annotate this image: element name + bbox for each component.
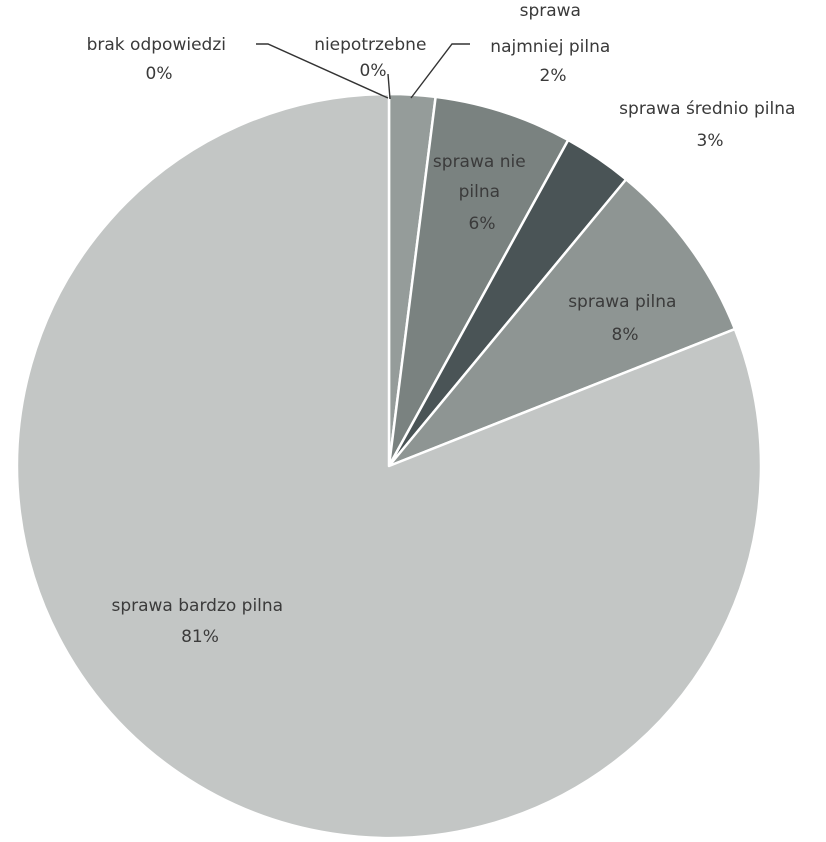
label-srednio-pilna-pct: 3% <box>697 131 724 151</box>
label-srednio-pilna-name: sprawa średnio pilna <box>619 99 795 119</box>
leader-line-brak-odpowiedzi <box>256 43 389 99</box>
label-brak-odpowiedzi-name: brak odpowiedzi <box>87 35 226 55</box>
label-najmniej-pilna-name1: sprawa <box>520 1 581 21</box>
leader-line-najmniej-pilna <box>410 43 470 99</box>
label-nie-pilna-pct: 6% <box>469 214 496 234</box>
pie-slices <box>15 92 763 840</box>
label-bardzo-pilna-name: sprawa bardzo pilna <box>111 596 283 616</box>
label-niepotrzebne-pct: 0% <box>360 61 387 81</box>
label-niepotrzebne-name: niepotrzebne <box>314 35 426 55</box>
pie-slice-sprawa-pilna <box>387 178 737 468</box>
pie-slice-sprawa-bardzo-pilna <box>15 92 763 840</box>
label-pilna-name: sprawa pilna <box>568 292 676 312</box>
label-bardzo-pilna: sprawa bardzo pilna 81% <box>111 596 288 647</box>
label-pilna-pct: 8% <box>612 325 639 345</box>
label-najmniej-pilna-name2: najmniej pilna <box>490 37 610 57</box>
pie-slice-sprawa-nie-pilna <box>387 95 570 468</box>
label-bardzo-pilna-pct: 81% <box>181 627 219 647</box>
label-brak-odpowiedzi: brak odpowiedzi 0% <box>87 35 232 84</box>
label-brak-odpowiedzi-pct: 0% <box>146 64 173 84</box>
label-najmniej-pilna: sprawa najmniej pilna 2% <box>490 1 615 86</box>
label-pilna: sprawa pilna 8% <box>568 292 682 345</box>
label-niepotrzebne: niepotrzebne 0% <box>314 35 432 81</box>
label-nie-pilna: sprawa nie pilna 6% <box>433 152 531 234</box>
label-srednio-pilna: sprawa średnio pilna 3% <box>619 99 801 151</box>
leader-line-niepotrzebne <box>387 73 391 100</box>
label-najmniej-pilna-pct: 2% <box>540 66 567 86</box>
label-nie-pilna-name2: pilna <box>459 182 500 202</box>
label-nie-pilna-name1: sprawa nie <box>433 152 526 172</box>
